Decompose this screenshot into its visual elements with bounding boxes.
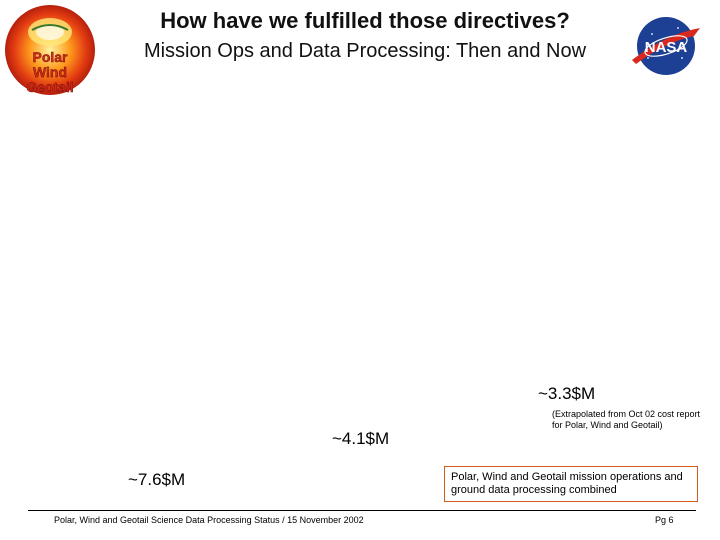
logo-line-2: Wind bbox=[33, 64, 67, 80]
cost-value-then: ~7.6$M bbox=[128, 470, 186, 489]
cost-value-middle: ~4.1$M bbox=[332, 429, 390, 448]
polar-wind-geotail-logo-icon: Polar Wind Geotail bbox=[5, 5, 95, 95]
logo-line-3: Geotail bbox=[26, 79, 73, 95]
extrapolated-note: (Extrapolated from Oct 02 cost report fo… bbox=[552, 409, 701, 430]
page-title: How have we fulfilled those directives? bbox=[160, 8, 570, 33]
footer-divider bbox=[28, 510, 696, 511]
combined-ops-note: Polar, Wind and Geotail mission operatio… bbox=[444, 466, 698, 502]
header-band bbox=[0, 0, 720, 100]
logo-line-1: Polar bbox=[32, 49, 68, 65]
footer-caption: Polar, Wind and Geotail Science Data Pro… bbox=[54, 515, 364, 525]
cost-value-now: ~3.3$M bbox=[538, 384, 596, 403]
nasa-logo-text: NASA bbox=[645, 39, 688, 56]
page-subtitle: Mission Ops and Data Processing: Then an… bbox=[143, 40, 587, 62]
page-number: Pg 6 bbox=[655, 515, 674, 525]
nasa-logo-icon: NASA bbox=[632, 17, 700, 75]
